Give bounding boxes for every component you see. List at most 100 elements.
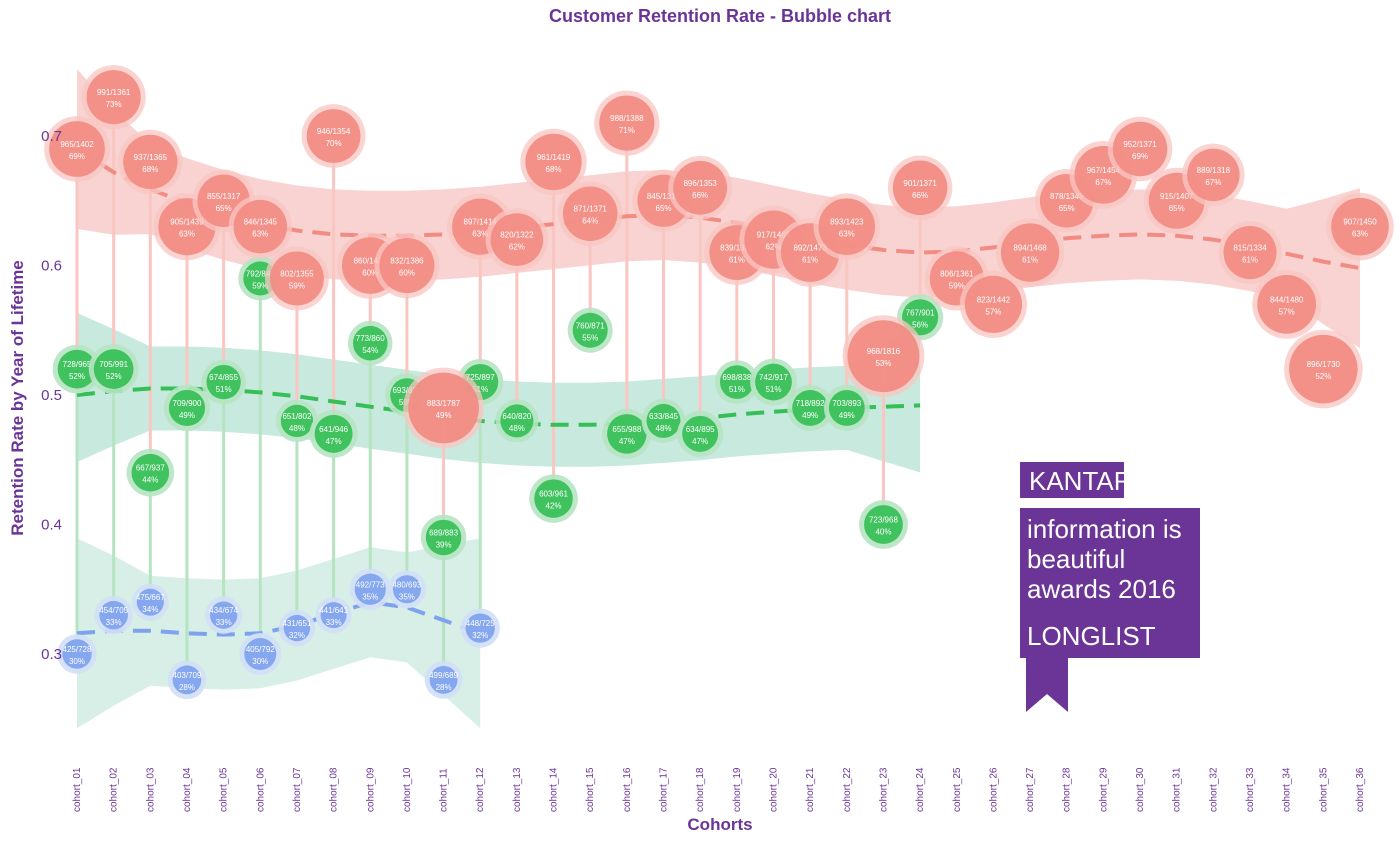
bubble-count-label: 475/667 [136,593,165,602]
bubble-point [314,414,353,453]
year3-bubble[interactable]: 454/705 33% [94,595,133,635]
bubble-count-label: 725/897 [466,373,495,382]
year3-bubble[interactable]: 492/773 35% [349,568,391,610]
bubbles: 425/728 30% 454/705 33% 475/667 34% 403/709 28%… [44,65,1394,700]
year1-bubble[interactable]: 844/1480 57% [1252,269,1322,339]
bubble-point [490,213,544,266]
year2-bubble[interactable]: 640/820 48% [495,399,539,443]
x-tick-label: cohort_23 [878,767,889,812]
year3-bubble[interactable]: 475/667 34% [131,583,169,621]
badge-brand: KANTAR [1029,466,1133,496]
year3-bubble[interactable]: 441/641 33% [315,597,352,634]
bubble-percent-label: 61% [1022,256,1038,265]
year1-bubble[interactable]: 894/1468 61% [995,218,1065,287]
bubble-point [283,614,311,642]
bubble-count-label: 454/705 [99,606,128,615]
year3-bubble[interactable]: 448/725 32% [460,608,500,648]
bubble-percent-label: 59% [289,281,305,290]
bubble-point [646,403,681,438]
bubble-count-label: 441/641 [319,606,348,615]
bubble-percent-label: 67% [1205,178,1221,187]
bubble-percent-label: 67% [1095,178,1111,187]
year2-bubble[interactable]: 773/860 54% [347,320,393,366]
year1-bubble[interactable]: 893/1423 63% [813,193,881,260]
x-tick-label: cohort_12 [475,767,486,812]
bubble-point [131,453,170,492]
year1-bubble[interactable]: 907/1450 63% [1326,192,1394,261]
year2-bubble[interactable]: 667/937 44% [126,448,175,497]
year2-bubble[interactable]: 674/855 51% [201,359,246,405]
year1-bubble[interactable]: 961/1419 68% [520,128,587,196]
bubble-point [379,237,435,294]
y-tick-label: 0.4 [41,517,62,534]
year3-bubble[interactable]: 480/693 35% [387,570,426,609]
x-tick-label: cohort_03 [145,767,156,812]
year1-bubble[interactable]: 968/1816 53% [842,315,925,398]
year2-bubble[interactable]: 633/845 48% [641,398,686,443]
year1-bubble[interactable]: 815/1334 61% [1218,221,1282,285]
year1-bubble[interactable]: 937/1365 68% [118,129,183,195]
bubble-percent-label: 65% [1059,204,1075,213]
year3-bubble[interactable]: 403/709 28% [167,660,207,700]
bubble-count-label: 792/846 [246,269,275,278]
year2-bubble[interactable]: 742/917 51% [750,358,797,406]
year2-bubble[interactable]: 603/961 42% [529,474,578,523]
year2-bubble[interactable]: 698/838 51% [714,360,759,404]
year1-bubble[interactable]: 832/1386 60% [374,232,440,299]
year1-bubble[interactable]: 883/1787 49% [403,367,484,449]
year1-bubble[interactable]: 965/1402 69% [44,116,110,182]
bubble-count-label: 709/900 [173,399,202,408]
bubble-count-label: 892/1473 [793,244,827,253]
year2-bubble[interactable]: 709/900 49% [163,384,211,432]
bubble-count-label: 968/1816 [867,347,901,356]
year3-bubble[interactable]: 405/792 30% [239,633,282,675]
bubble-count-label: 832/1386 [390,257,424,266]
year2-bubble[interactable]: 703/893 49% [823,385,870,431]
year2-bubble[interactable]: 760/871 55% [567,307,613,353]
year1-bubble[interactable]: 871/1371 64% [557,181,623,246]
year2-bubble[interactable]: 705/991 52% [88,344,139,394]
year1-bubble[interactable]: 901/1371 66% [887,155,953,221]
year1-bubble[interactable]: 896/1730 52% [1284,329,1363,409]
x-tick-label: cohort_01 [72,767,83,812]
bubble-point [534,479,573,518]
year1-bubble[interactable]: 823/1442 57% [959,270,1028,338]
year1-bubble[interactable]: 988/1388 71% [594,90,660,156]
bubble-percent-label: 65% [216,204,232,213]
year3-bubble[interactable]: 499/689 28% [424,660,463,699]
bubble-percent-label: 52% [69,372,85,381]
x-axis-title: Cohorts [687,815,752,834]
bubble-percent-label: 52% [106,372,122,381]
year2-bubble[interactable]: 655/988 47% [602,409,652,459]
bubble-point [1187,148,1240,202]
bubble-percent-label: 48% [509,424,525,433]
bubble-percent-label: 32% [289,631,305,640]
bubble-count-label: 965/1402 [60,140,94,149]
year1-bubble[interactable]: 896/1353 66% [668,155,733,220]
year2-bubble[interactable]: 723/968 40% [859,500,908,549]
year1-bubble[interactable]: 991/1361 73% [81,65,146,130]
year3-bubble[interactable]: 425/728 30% [57,634,97,674]
year2-bubble[interactable]: 641/946 47% [309,409,358,458]
year2-bubble[interactable]: 634/895 47% [677,410,724,457]
year2-bubble[interactable]: 718/892 49% [787,385,834,431]
year1-bubble[interactable]: 889/1318 67% [1182,143,1245,207]
year1-bubble[interactable]: 846/1345 63% [228,194,293,259]
year1-bubble[interactable]: 802/1355 59% [265,246,329,311]
year2-bubble[interactable]: 728/965 52% [52,344,102,394]
year3-bubble[interactable]: 434/674 33% [204,596,243,634]
year2_extra-bubble[interactable]: 689/883 39% [420,514,467,561]
x-tick-label: cohort_19 [732,767,743,812]
bubble-count-label: 844/1480 [1270,295,1304,304]
year3-bubble[interactable]: 431/651 32% [278,609,316,647]
bubble-percent-label: 51% [729,385,745,394]
year1-bubble[interactable]: 952/1371 69% [1107,116,1173,182]
bubble-count-label: 815/1334 [1233,244,1267,253]
bubble-percent-label: 55% [582,333,598,342]
year1-bubble[interactable]: 820/1322 62% [485,208,549,271]
x-tick-label: cohort_04 [182,767,193,812]
year1-bubble[interactable]: 946/1354 70% [301,104,366,168]
year2-bubble[interactable]: 651/802 48% [275,399,319,443]
x-tick-label: cohort_17 [659,767,670,812]
bubble-count-label: 855/1317 [207,192,241,201]
